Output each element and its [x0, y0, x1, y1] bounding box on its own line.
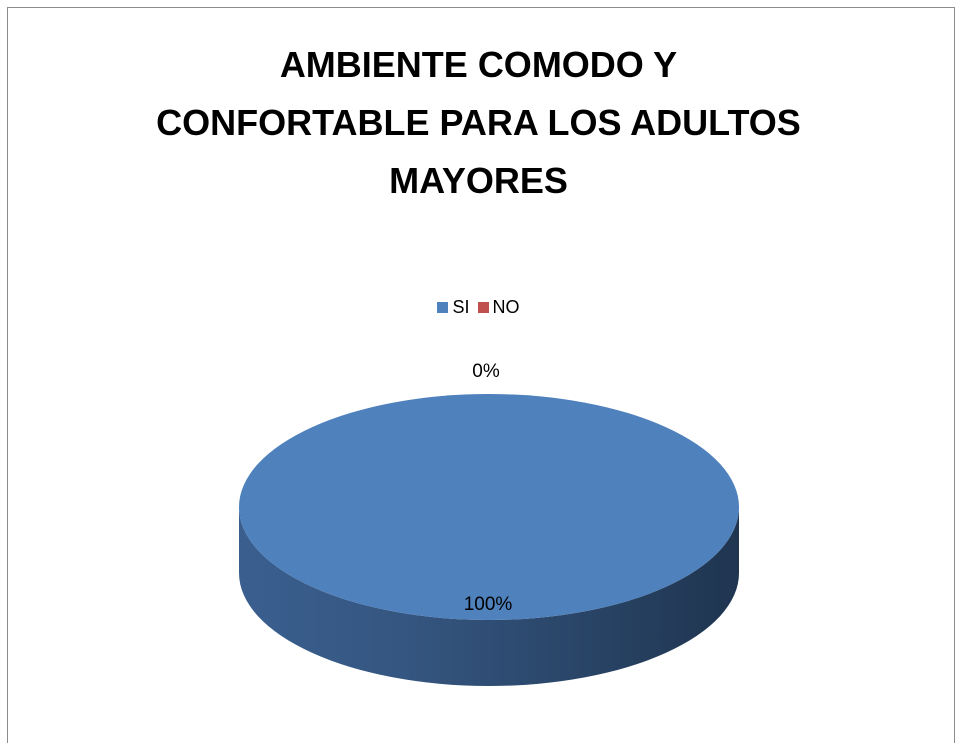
- data-label-si: 100%: [464, 594, 513, 615]
- legend: SI NO: [0, 297, 957, 318]
- pie-slice-si: [239, 394, 739, 620]
- legend-swatch-no: [477, 302, 489, 313]
- chart-title-line-1: AMBIENTE COMODO Y: [279, 44, 678, 85]
- chart-title: AMBIENTE COMODO Y CONFORTABLE PARA LOS A…: [0, 36, 957, 210]
- legend-label-no: NO: [492, 297, 520, 317]
- legend-swatch-si: [437, 302, 449, 313]
- pie-side-wall: [239, 507, 739, 686]
- chart-title-line-2: CONFORTABLE PARA LOS ADULTOS: [156, 102, 801, 143]
- legend-item-si: SI: [437, 297, 470, 318]
- chart-title-line-3: MAYORES: [389, 160, 568, 201]
- legend-item-no: NO: [477, 297, 520, 318]
- legend-label-si: SI: [452, 297, 470, 317]
- pie-slices: [239, 394, 739, 686]
- data-label-no: 0%: [472, 361, 500, 382]
